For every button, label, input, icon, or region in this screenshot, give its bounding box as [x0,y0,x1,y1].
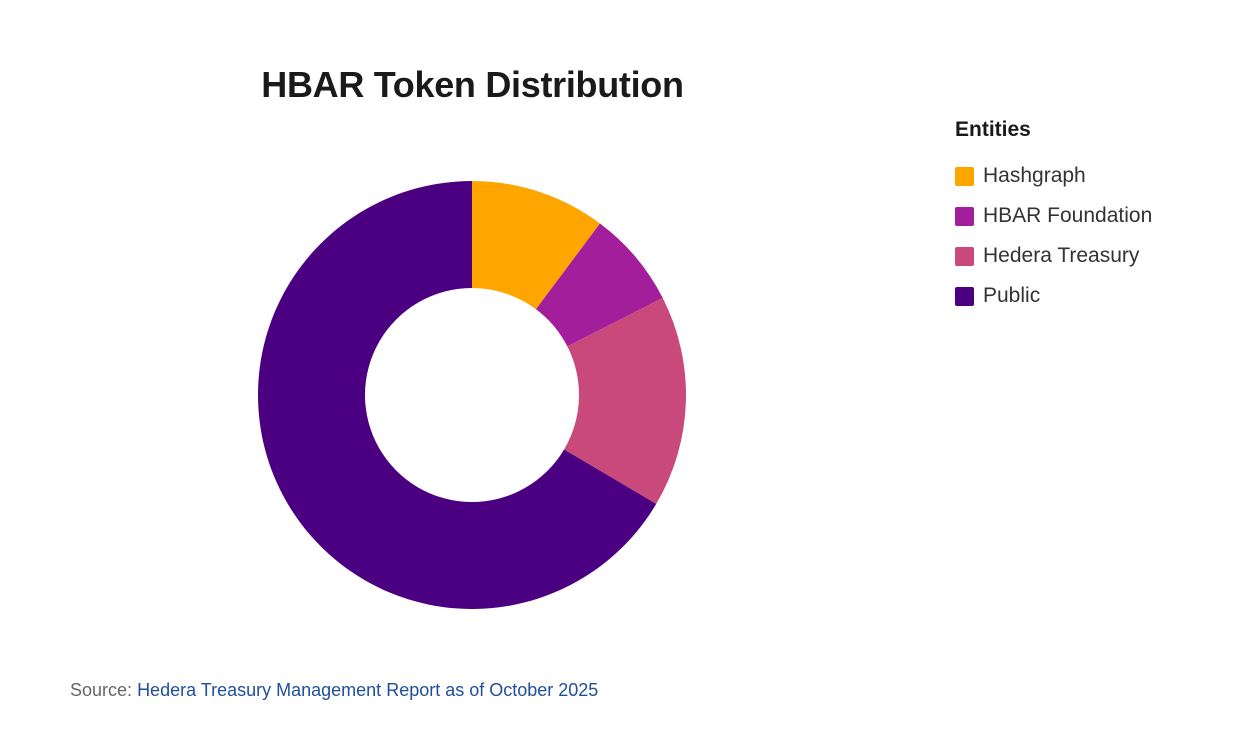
legend-label-hbar-foundation: HBAR Foundation [983,204,1153,227]
chart-legend: Entities Hashgraph HBAR Foundation Heder… [955,118,1152,316]
legend-item-hashgraph[interactable]: Hashgraph [955,156,1152,196]
slice-hashgraph[interactable] [472,181,600,310]
legend-title: Entities [955,118,1031,141]
legend-swatch-hbar-foundation [955,206,974,226]
slice-hbar-foundation[interactable] [535,223,663,347]
legend-swatch-hashgraph [955,166,974,186]
source-note: Source: Hedera Treasury Management Repor… [70,680,598,701]
chart-title: HBAR Token Distribution [261,64,684,105]
legend-label-hedera-treasury: Hedera Treasury [983,244,1140,267]
legend-swatch-public [955,286,974,306]
legend-label-public: Public [983,284,1041,307]
donut-chart [257,181,686,610]
legend-item-public[interactable]: Public [955,276,1152,316]
legend-item-hbar-foundation[interactable]: HBAR Foundation [955,196,1152,236]
slice-public[interactable] [257,181,657,610]
legend-label-hashgraph: Hashgraph [983,164,1086,187]
slice-hedera-treasury[interactable] [564,297,686,504]
source-link[interactable]: Hedera Treasury Management Report as of … [137,680,599,700]
legend-item-hedera-treasury[interactable]: Hedera Treasury [955,236,1152,276]
legend-swatch-hedera-treasury [955,246,974,266]
source-prefix: Source: [70,680,133,700]
